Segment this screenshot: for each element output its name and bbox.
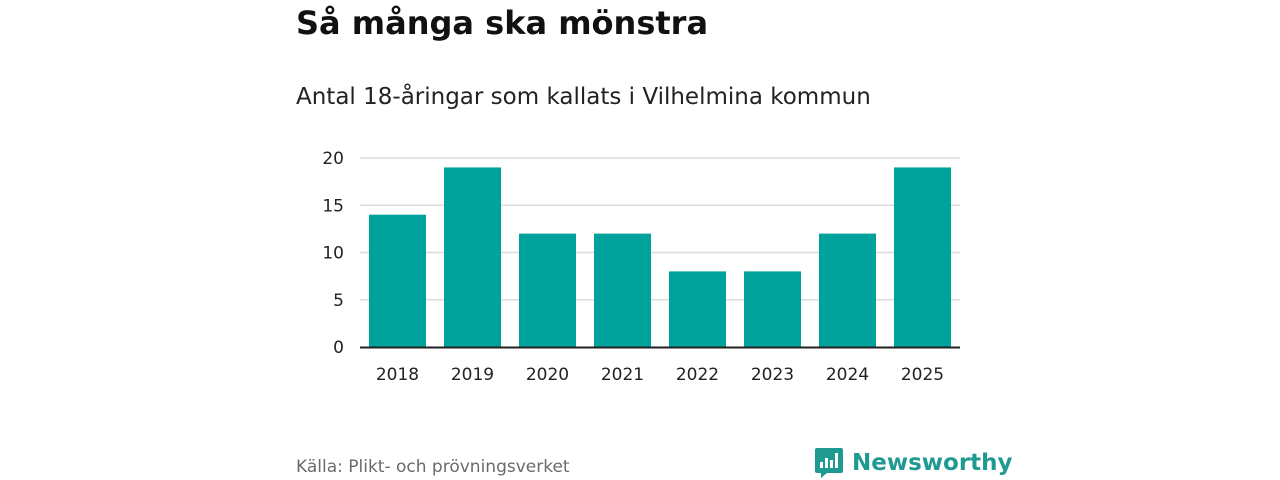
y-axis-ticks: 0 5 10 15 20 — [322, 149, 344, 358]
bar-2021[interactable] — [594, 233, 651, 347]
bar-2025[interactable] — [894, 167, 951, 347]
y-tick-label: 10 — [322, 244, 344, 264]
bars — [369, 167, 951, 347]
bar-2022[interactable] — [669, 271, 726, 347]
x-tick-label: 2024 — [826, 365, 869, 385]
chart-title: Så många ska mönstra — [296, 4, 709, 42]
x-tick-label: 2018 — [376, 365, 419, 385]
newsworthy-logo-icon — [815, 448, 843, 478]
y-tick-label: 0 — [333, 338, 344, 358]
bar-2020[interactable] — [519, 233, 576, 347]
x-axis-ticks: 2018 2019 2020 2021 2022 2023 2024 2025 — [376, 365, 944, 385]
bar-2019[interactable] — [444, 167, 501, 347]
x-tick-label: 2019 — [451, 365, 494, 385]
y-tick-label: 20 — [322, 149, 344, 169]
x-tick-label: 2022 — [676, 365, 719, 385]
bar-2018[interactable] — [369, 214, 426, 347]
x-tick-label: 2025 — [901, 365, 944, 385]
x-tick-label: 2023 — [751, 365, 794, 385]
x-tick-label: 2020 — [526, 365, 569, 385]
chart-subtitle: Antal 18-åringar som kallats i Vilhelmin… — [296, 84, 871, 110]
y-tick-label: 15 — [322, 196, 344, 216]
brand-name: Newsworthy — [852, 450, 1013, 476]
bar-2023[interactable] — [744, 271, 801, 347]
bar-2024[interactable] — [819, 233, 876, 347]
source-note: Källa: Plikt- och prövningsverket — [296, 457, 570, 477]
brand-logo[interactable]: Newsworthy — [815, 447, 1013, 479]
x-tick-label: 2021 — [601, 365, 644, 385]
y-tick-label: 5 — [333, 291, 344, 311]
